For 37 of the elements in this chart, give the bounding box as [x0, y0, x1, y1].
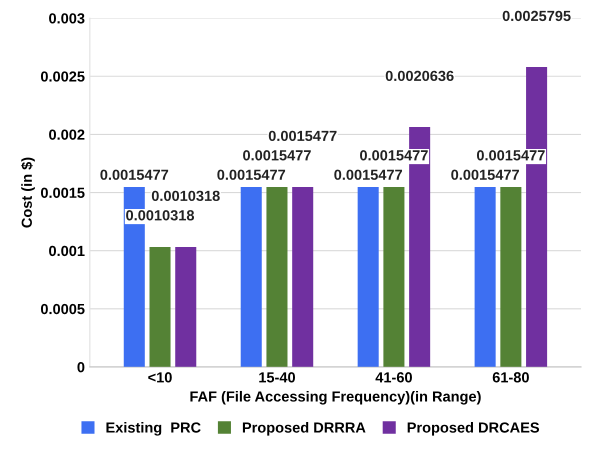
data-label: 0.0015477 [334, 170, 402, 180]
bar [149, 246, 171, 367]
y-tick-label: 0.0005 [40, 304, 85, 314]
y-tick-label: 0.0015 [40, 188, 85, 198]
y-tick-label: 0.0025 [40, 71, 85, 82]
x-axis-title: FAF (File Accessing Frequency)(in Range) [190, 390, 481, 405]
bar [383, 186, 404, 367]
bar [240, 186, 262, 367]
bar [266, 186, 288, 367]
x-tick-label: 61-80 [492, 372, 529, 383]
bar [358, 186, 379, 367]
data-label: 0.0010318 [126, 210, 194, 220]
x-tick-label: 41-60 [375, 372, 412, 383]
legend-label: Existing PRC [106, 422, 201, 436]
data-label: 0.0015477 [100, 170, 168, 180]
data-label: 0.0015477 [476, 150, 545, 160]
legend-label: Proposed DRCAES [408, 422, 540, 436]
data-label: 0.0015477 [360, 150, 428, 160]
data-label: 0.0015477 [451, 170, 519, 180]
bar [175, 246, 196, 367]
y-tick-label: 0.002 [49, 129, 84, 140]
data-label: 0.0015477 [217, 170, 286, 180]
bar [292, 186, 314, 367]
data-label: 0.0015477 [268, 130, 337, 142]
bar [500, 186, 522, 367]
legend-label: Proposed DRRRA [242, 422, 366, 436]
y-tick-label: 0.003 [49, 13, 84, 24]
y-tick-label: 0.001 [49, 246, 85, 256]
x-tick-label: <10 [148, 372, 172, 383]
data-label: 0.0025795 [502, 10, 571, 22]
data-label: 0.0015477 [243, 150, 311, 160]
x-tick-label: 15-40 [259, 372, 296, 383]
bar [474, 186, 496, 367]
data-label: 0.0010318 [152, 190, 220, 202]
y-axis-title: Cost (in $) [20, 158, 35, 228]
data-label: 0.0020636 [386, 70, 454, 82]
y-tick-label: 0 [77, 362, 84, 372]
